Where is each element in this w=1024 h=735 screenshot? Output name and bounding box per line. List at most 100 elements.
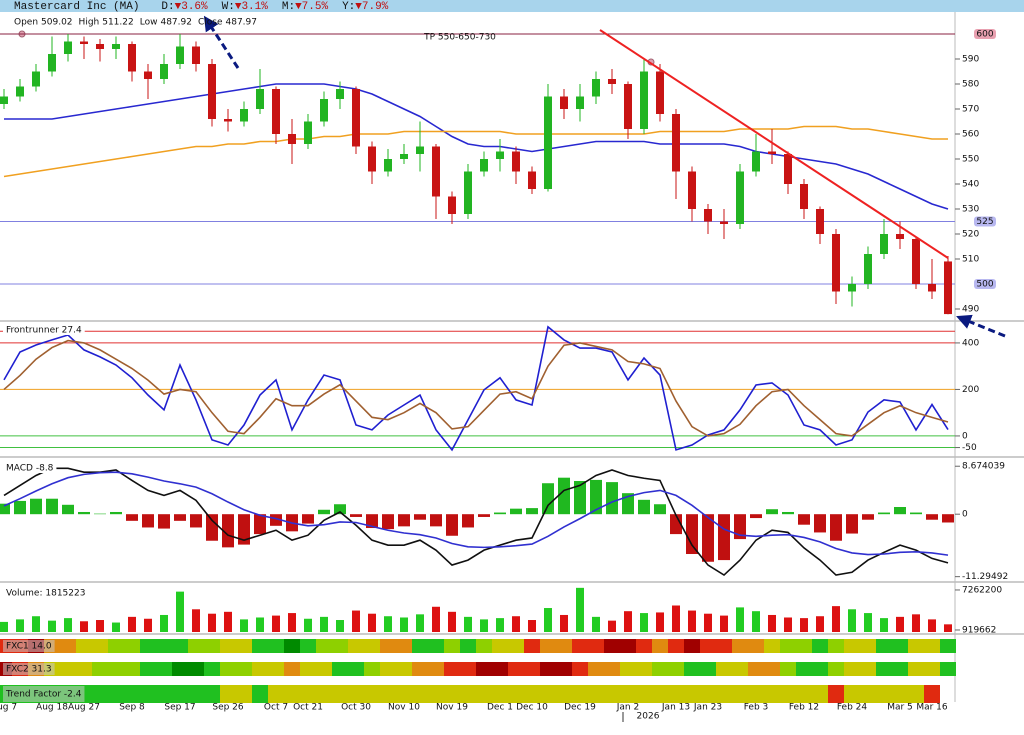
volume-bar bbox=[768, 614, 776, 632]
x-tick-label: Jan 13 bbox=[661, 703, 690, 713]
volume-bar bbox=[304, 618, 312, 632]
heat-cell bbox=[812, 685, 828, 703]
histogram-bar bbox=[398, 514, 410, 527]
quote-label: Close bbox=[198, 18, 223, 28]
volume-bar bbox=[352, 610, 360, 632]
y-tick-label: 200 bbox=[962, 385, 979, 395]
header-bar bbox=[0, 0, 1024, 12]
heat-cell bbox=[620, 685, 636, 703]
heat-cell bbox=[236, 639, 252, 653]
candle-body bbox=[784, 154, 792, 184]
histogram-bar bbox=[718, 514, 730, 561]
volume-bar bbox=[896, 616, 904, 632]
heat-cell bbox=[364, 639, 380, 653]
y-tick-label: 530 bbox=[962, 205, 979, 215]
heat-cell bbox=[716, 685, 732, 703]
heat-cell bbox=[396, 639, 412, 653]
heat-cell bbox=[716, 662, 732, 676]
volume-bar bbox=[64, 618, 72, 632]
heat-cell bbox=[860, 685, 876, 703]
heat-cell bbox=[572, 639, 588, 653]
heat-cell bbox=[844, 639, 860, 653]
volume-bar bbox=[592, 616, 600, 632]
heat-cell bbox=[524, 639, 540, 653]
candle-body bbox=[656, 71, 664, 114]
change-label: Y: bbox=[342, 1, 355, 13]
volume-bar bbox=[464, 616, 472, 632]
heat-cell bbox=[604, 639, 620, 653]
heat-cell bbox=[428, 662, 444, 676]
candle-body bbox=[640, 71, 648, 129]
quote-value: 509.02 bbox=[41, 18, 73, 28]
histogram-bar bbox=[366, 514, 378, 529]
arrow bbox=[956, 314, 1006, 338]
y-tick-label: -50 bbox=[962, 443, 977, 453]
candle-body bbox=[816, 209, 824, 234]
volume-bar bbox=[528, 620, 536, 632]
volume-bar bbox=[336, 620, 344, 632]
change-value: ▼7.5% bbox=[295, 1, 328, 13]
heat-cell bbox=[828, 662, 844, 676]
y-tick-label: 8.674039 bbox=[962, 462, 1005, 472]
heat-cell bbox=[636, 662, 652, 676]
candle-body bbox=[928, 284, 936, 292]
x-tick-label: Aug 27 bbox=[68, 703, 100, 713]
heat-cell bbox=[556, 662, 572, 676]
heat-cell bbox=[460, 662, 476, 676]
volume-bar bbox=[944, 624, 952, 632]
heat-cell bbox=[476, 639, 492, 653]
heat-cell bbox=[684, 662, 700, 676]
volume-bar bbox=[288, 613, 296, 632]
histogram-bar bbox=[14, 500, 26, 515]
histogram-bar bbox=[350, 514, 362, 517]
heat-cell bbox=[828, 685, 844, 703]
heat-cell bbox=[124, 639, 140, 653]
volume-bar bbox=[144, 618, 152, 632]
volume-bar bbox=[912, 614, 920, 632]
heat-cell bbox=[556, 639, 572, 653]
year-label: 2026 bbox=[637, 712, 660, 722]
heat-cell bbox=[924, 639, 940, 653]
volume-bar bbox=[240, 619, 248, 632]
quote-value: 487.97 bbox=[226, 18, 258, 28]
panel-title: Frontrunner 27.4 bbox=[6, 326, 82, 336]
heat-cell bbox=[572, 685, 588, 703]
candle-body bbox=[448, 196, 456, 214]
heat-cell bbox=[876, 662, 892, 676]
heat-cell bbox=[572, 662, 588, 676]
heat-cell bbox=[668, 685, 684, 703]
y-tick-label: 550 bbox=[962, 155, 979, 165]
heat-cell bbox=[204, 685, 220, 703]
panel-title: MACD -8.8 bbox=[6, 464, 54, 474]
annotation: TP 550-650-730 bbox=[423, 33, 496, 43]
heat-cell bbox=[348, 662, 364, 676]
histogram-bar bbox=[654, 504, 666, 515]
y-tick-label: 520 bbox=[962, 230, 979, 240]
histogram-bar bbox=[126, 514, 138, 521]
heat-cell bbox=[332, 639, 348, 653]
histogram-bar bbox=[702, 514, 714, 562]
candle-body bbox=[528, 171, 536, 189]
heat-cell bbox=[940, 662, 956, 676]
heat-cell bbox=[220, 639, 236, 653]
volume-bar bbox=[384, 616, 392, 632]
heat-cell bbox=[652, 639, 668, 653]
heat-cell bbox=[492, 685, 508, 703]
heat-cell bbox=[204, 639, 220, 653]
volume-bar bbox=[832, 606, 840, 632]
candle-body bbox=[912, 239, 920, 284]
heat-cell bbox=[428, 639, 444, 653]
heat-cell bbox=[780, 685, 796, 703]
indicator-line bbox=[3, 325, 949, 452]
heat-cell bbox=[460, 639, 476, 653]
volume-bar bbox=[320, 616, 328, 632]
x-tick-label: Mar 16 bbox=[916, 703, 948, 713]
candle-body bbox=[208, 64, 216, 119]
label-bg bbox=[3, 463, 57, 473]
macd-line bbox=[3, 471, 949, 556]
change-value: ▼7.9% bbox=[355, 1, 388, 13]
heat-cell bbox=[140, 662, 156, 676]
heat-cell bbox=[748, 662, 764, 676]
